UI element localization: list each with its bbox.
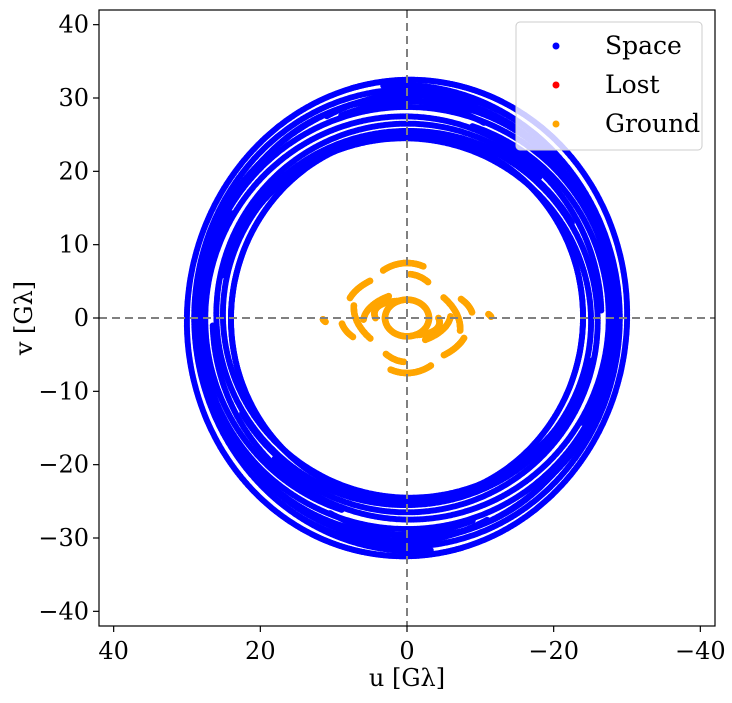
data-point-space <box>498 98 505 105</box>
data-point-space <box>309 531 316 538</box>
series-space <box>183 76 631 560</box>
data-points <box>183 76 631 560</box>
